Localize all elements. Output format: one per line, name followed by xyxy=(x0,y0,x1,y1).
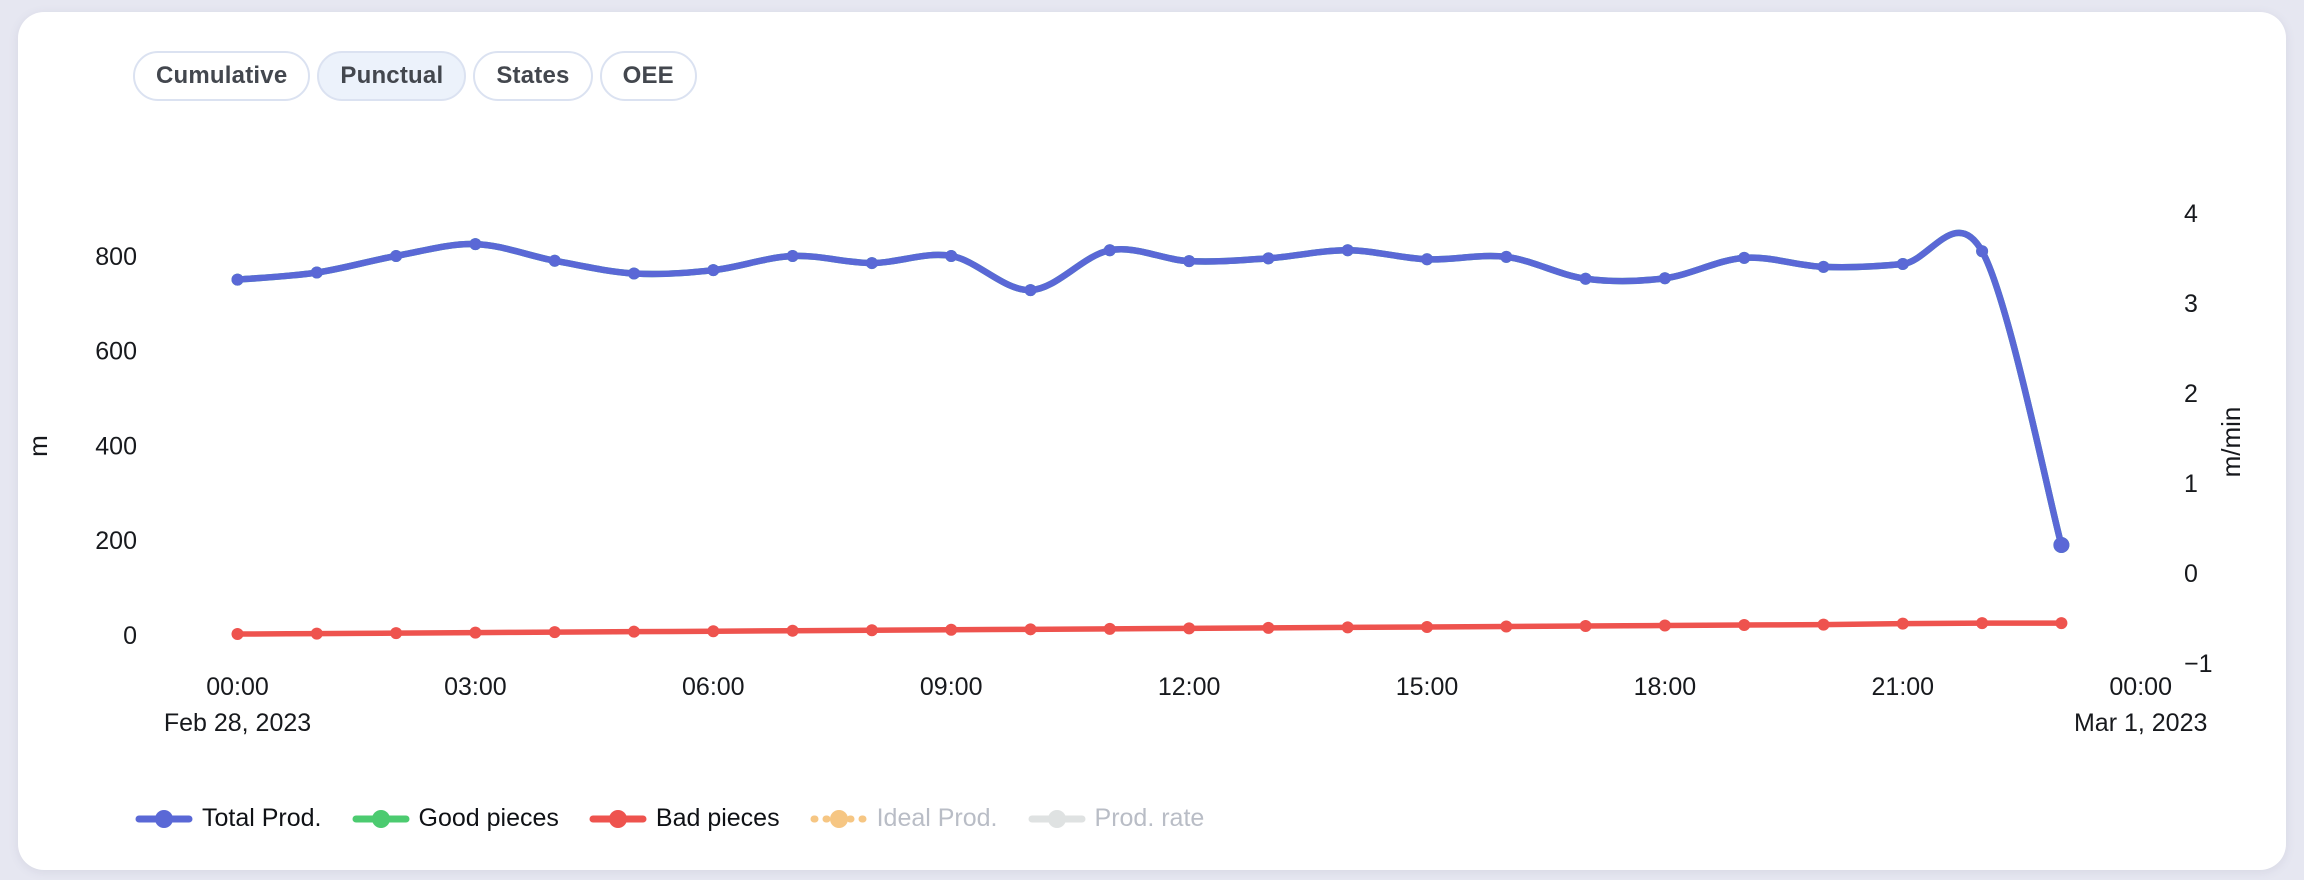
chart-legend: Total Prod. Good pieces Bad pieces Ideal Pr… xyxy=(135,804,1204,833)
x-axis-tick: 21:00 xyxy=(1872,673,1935,701)
data-point xyxy=(1183,622,1196,635)
data-point xyxy=(1183,255,1196,268)
data-point xyxy=(628,625,640,638)
data-point xyxy=(390,627,403,640)
right-axis-tick: 0 xyxy=(2184,560,2198,588)
data-point xyxy=(1579,619,1592,632)
x-axis-tick: 15:00 xyxy=(1396,673,1459,701)
right-axis-tick: 1 xyxy=(2184,470,2198,498)
chart-card xyxy=(18,12,2286,870)
left-axis-tick: 0 xyxy=(123,622,137,650)
data-point xyxy=(1421,620,1433,633)
data-point xyxy=(1658,272,1671,285)
data-point xyxy=(1421,253,1433,266)
legend-item-total-prod-[interactable]: Total Prod. xyxy=(135,804,322,833)
right-axis-name: m/min xyxy=(2216,407,2246,478)
right-axis-tick: 4 xyxy=(2184,200,2198,228)
tab-oee[interactable]: OEE xyxy=(599,51,697,101)
x-axis-date-label: Mar 1, 2023 xyxy=(2074,709,2207,737)
tab-cumulative[interactable]: Cumulative xyxy=(133,51,311,101)
legend-item-ideal-prod-[interactable]: Ideal Prod. xyxy=(810,804,998,833)
tab-states[interactable]: States xyxy=(473,51,593,101)
data-point xyxy=(628,267,640,280)
legend-item-good-pieces[interactable]: Good pieces xyxy=(352,804,559,833)
left-axis-tick: 600 xyxy=(95,338,137,366)
data-point xyxy=(1341,621,1354,634)
legend-item-bad-pieces[interactable]: Bad pieces xyxy=(589,804,780,833)
x-axis-tick: 18:00 xyxy=(1634,673,1697,701)
legend-marker xyxy=(810,809,868,828)
data-point xyxy=(1500,620,1513,633)
legend-label: Bad pieces xyxy=(655,804,780,832)
data-point xyxy=(1817,260,1830,273)
data-point xyxy=(865,257,878,270)
data-point xyxy=(310,266,323,279)
data-point xyxy=(231,628,244,641)
x-axis-tick: 00:00 xyxy=(2109,673,2172,701)
right-axis-tick: 2 xyxy=(2184,380,2198,408)
data-point xyxy=(1024,284,1037,297)
x-axis-tick: 06:00 xyxy=(682,673,745,701)
left-axis-tick: 800 xyxy=(95,243,137,271)
data-point xyxy=(469,238,482,251)
data-point xyxy=(1103,622,1116,635)
data-point xyxy=(945,249,958,262)
right-axis-tick: −1 xyxy=(2184,650,2213,678)
data-point xyxy=(1024,623,1037,636)
legend-item-prod-rate[interactable]: Prod. rate xyxy=(1028,804,1205,833)
data-point xyxy=(707,264,720,277)
left-axis-tick: 400 xyxy=(95,432,137,460)
data-point xyxy=(1817,618,1830,631)
data-point xyxy=(2055,617,2068,630)
left-axis-tick: 200 xyxy=(95,527,137,555)
series-line-good-pieces xyxy=(234,229,2065,549)
view-tabs: Cumulative Punctual States OEE xyxy=(133,51,697,101)
x-axis-tick: 09:00 xyxy=(920,673,983,701)
right-axis-tick: 3 xyxy=(2184,290,2198,318)
data-point xyxy=(1976,617,1989,630)
legend-label: Ideal Prod. xyxy=(876,804,998,832)
legend-label: Total Prod. xyxy=(202,804,322,832)
data-point xyxy=(1738,619,1751,632)
data-point xyxy=(1896,258,1909,271)
legend-marker xyxy=(1028,809,1086,828)
data-point xyxy=(1262,252,1275,265)
x-axis-tick: 00:00 xyxy=(206,673,269,701)
x-axis-date-label: Feb 28, 2023 xyxy=(164,709,311,737)
legend-label: Good pieces xyxy=(418,804,559,832)
data-point xyxy=(1738,251,1751,264)
legend-marker xyxy=(135,809,193,828)
data-point xyxy=(786,624,799,637)
x-axis-tick: 03:00 xyxy=(444,673,507,701)
data-point xyxy=(469,626,482,639)
data-point xyxy=(390,249,403,262)
data-point xyxy=(786,249,799,262)
legend-label: Prod. rate xyxy=(1094,804,1205,832)
data-point xyxy=(1976,245,1989,258)
legend-marker xyxy=(589,809,647,828)
data-point xyxy=(945,623,958,636)
left-axis-name: m xyxy=(23,435,53,457)
x-axis-tick: 12:00 xyxy=(1158,673,1221,701)
data-point xyxy=(1103,244,1116,257)
data-point xyxy=(231,273,244,286)
data-point xyxy=(548,626,561,639)
data-point xyxy=(1500,250,1513,263)
data-point xyxy=(548,254,561,267)
data-point xyxy=(2053,536,2070,553)
series-line-bad-pieces xyxy=(234,620,2065,637)
data-point xyxy=(1658,619,1671,632)
legend-marker xyxy=(352,809,410,828)
data-point xyxy=(310,627,323,640)
data-point xyxy=(1579,272,1592,285)
data-point xyxy=(1262,621,1275,634)
series-line-total-prod- xyxy=(234,229,2065,549)
tab-punctual[interactable]: Punctual xyxy=(317,51,467,101)
data-point xyxy=(865,624,878,637)
data-point xyxy=(1896,617,1909,630)
data-point xyxy=(1341,244,1354,257)
data-point xyxy=(707,625,720,638)
